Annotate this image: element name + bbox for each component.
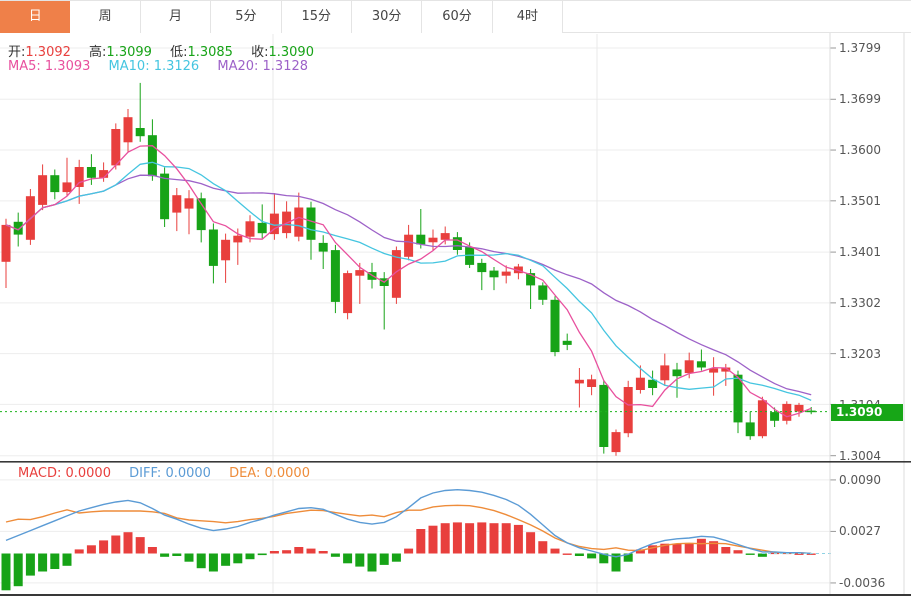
tab-30min[interactable]: 30分: [351, 1, 423, 33]
price-axis-label: 1.3799: [839, 41, 881, 55]
dea-value: 0.0000: [264, 466, 310, 481]
macd-axis-label: 0.0027: [839, 524, 881, 538]
tab-week[interactable]: 周: [70, 1, 141, 33]
close-label: 收:: [251, 45, 269, 60]
tab-month[interactable]: 月: [140, 1, 212, 33]
timeframe-tabbar: 日 周 月 5分 15分 30分 60分 4时: [0, 0, 911, 33]
macd-readout: MACD: 0.0000 DIFF: 0.0000 DEA: 0.0000: [18, 466, 324, 481]
price-axis-label: 1.3004: [839, 449, 881, 463]
tab-day[interactable]: 日: [0, 1, 71, 33]
macd-axis-label: 0.0090: [839, 473, 881, 487]
macd-label: MACD:: [18, 466, 66, 481]
ma20-value: 1.3128: [262, 59, 309, 74]
ma20-label: MA20:: [217, 59, 263, 74]
current-price-tag: 1.3090: [831, 404, 903, 421]
tab-4hour[interactable]: 4时: [492, 1, 564, 33]
tab-60min[interactable]: 60分: [422, 1, 493, 33]
close-value: 1.3090: [268, 45, 314, 60]
diff-label: DIFF:: [129, 466, 166, 481]
dea-label: DEA:: [229, 466, 265, 481]
price-axis-label: 1.3203: [839, 347, 881, 361]
ma-readout: MA5: 1.3093 MA10: 1.3126 MA20: 1.3128: [8, 59, 322, 74]
ma10-value: 1.3126: [153, 59, 200, 74]
open-value: 1.3092: [25, 45, 71, 60]
price-axis-label: 1.3401: [839, 245, 881, 259]
low-label: 低:: [170, 45, 188, 60]
price-axis-label: 1.3501: [839, 194, 881, 208]
tab-15min[interactable]: 15分: [281, 1, 352, 33]
diff-value: 0.0000: [165, 466, 211, 481]
ohlc-readout: 开:1.3092 高:1.3099 低:1.3085 收:1.3090: [8, 41, 328, 60]
price-axis-label: 1.3699: [839, 92, 881, 106]
high-label: 高:: [89, 45, 107, 60]
ma5-value: 1.3093: [44, 59, 91, 74]
high-value: 1.3099: [106, 45, 152, 60]
open-label: 开:: [8, 45, 26, 60]
low-value: 1.3085: [187, 45, 233, 60]
ma5-label: MA5:: [8, 59, 45, 74]
macd-value: 0.0000: [65, 466, 111, 481]
price-axis-label: 1.3302: [839, 296, 881, 310]
ma10-label: MA10:: [108, 59, 154, 74]
tab-5min[interactable]: 5分: [211, 1, 282, 33]
macd-axis-label: -0.0036: [839, 576, 886, 590]
price-axis-label: 1.3600: [839, 143, 881, 157]
